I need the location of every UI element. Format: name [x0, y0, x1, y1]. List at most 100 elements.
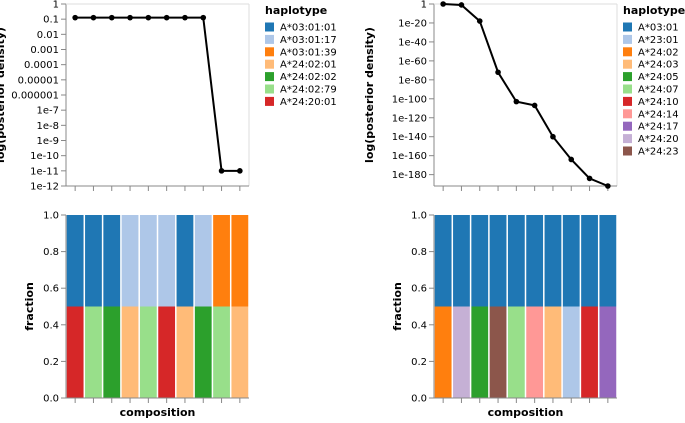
- bar-segment: [66, 306, 84, 398]
- y-tick-label: 1e-40: [398, 37, 427, 48]
- legend-swatch: [265, 96, 274, 106]
- posterior-point: [513, 98, 520, 105]
- bar-segment: [507, 215, 525, 307]
- y-tick-label: 1e-12: [30, 182, 59, 193]
- y-tick-label: 1.0: [43, 211, 59, 222]
- y-tick-label: 1e-140: [392, 132, 427, 143]
- legend-label: A*24:07: [638, 85, 679, 96]
- bar-segment: [231, 306, 249, 398]
- legend-swatch: [265, 22, 274, 32]
- y-tick-label: 1e-20: [398, 18, 427, 29]
- legend-swatch: [623, 109, 632, 119]
- legend-swatch: [623, 121, 632, 131]
- legend-label: A*23:01: [638, 35, 679, 46]
- posterior-point: [458, 2, 465, 8]
- y-tick-label: 1e-11: [30, 166, 59, 177]
- y-axis-title: fraction: [391, 282, 404, 331]
- y-tick-label: 0.1: [43, 15, 59, 26]
- bar-segment: [121, 215, 139, 307]
- legend-swatch: [623, 34, 632, 44]
- bar-segment: [85, 215, 102, 307]
- bar-segment: [139, 306, 157, 398]
- y-tick-label: 1e-160: [392, 151, 427, 162]
- bar-segment: [599, 215, 617, 307]
- legend-label: A*24:02: [638, 47, 679, 58]
- legend-swatch: [265, 47, 274, 57]
- y-tick-label: 0.0001: [24, 60, 59, 71]
- bar-segment: [526, 306, 544, 398]
- y-tick-label: 1e-100: [392, 94, 427, 105]
- bar-segment: [158, 306, 176, 398]
- y-tick-label: 0.8: [43, 247, 59, 258]
- bar-segment: [158, 215, 176, 307]
- legend-swatch: [623, 96, 632, 106]
- bar-segment: [562, 306, 580, 398]
- posterior-point: [568, 156, 575, 163]
- legend-label: A*24:02:79: [280, 85, 337, 96]
- x-axis-title: composition: [120, 406, 196, 418]
- legend-swatch: [623, 146, 632, 156]
- posterior-point: [145, 14, 152, 21]
- posterior-point: [531, 102, 538, 109]
- bar-segment: [85, 306, 102, 398]
- y-tick-label: 1: [53, 0, 59, 11]
- y-tick-label: 0.4: [411, 320, 427, 331]
- legend-swatch: [265, 72, 274, 82]
- x-axis-title: composition: [488, 406, 564, 418]
- posterior-point: [182, 14, 188, 21]
- y-tick-label: 0.6: [43, 284, 59, 295]
- posterior-point: [476, 18, 483, 24]
- bar-segment: [581, 215, 598, 307]
- legend-swatch: [265, 84, 274, 94]
- y-tick-label: 1.0: [411, 211, 427, 222]
- legend-label: A*24:17: [638, 122, 679, 133]
- y-tick-label: 1e-180: [392, 170, 427, 181]
- legend-label: A*24:02:02: [280, 72, 337, 83]
- legend-label: A*24:20:01: [280, 97, 337, 108]
- bar-segment: [194, 215, 212, 307]
- posterior-point: [72, 14, 78, 21]
- posterior-point: [108, 14, 115, 21]
- y-axis-title: fraction: [23, 282, 36, 331]
- y-tick-label: 1e-9: [37, 136, 60, 147]
- bar-segment: [139, 215, 157, 307]
- posterior-point: [200, 14, 207, 21]
- y-tick-label: 0.001: [30, 45, 59, 56]
- legend-swatch: [623, 22, 632, 32]
- legend-label: A*24:10: [638, 97, 679, 108]
- bar-segment: [489, 215, 507, 307]
- bar-segment: [544, 306, 562, 398]
- y-tick-label: 0.6: [411, 284, 427, 295]
- legend-swatch: [265, 59, 274, 69]
- bar-segment: [599, 306, 617, 398]
- legend-swatch: [623, 72, 632, 82]
- y-axis-title: log(posterior density): [363, 27, 376, 163]
- bar-segment: [434, 215, 452, 307]
- legend-swatch: [623, 59, 632, 69]
- legend-label: A*03:01:39: [280, 47, 337, 58]
- bar-segment: [66, 215, 84, 307]
- bar-segment: [471, 215, 489, 307]
- bar-segment: [581, 306, 598, 398]
- posterior-point: [440, 1, 446, 7]
- y-tick-label: 0.2: [411, 357, 427, 368]
- bar-segment: [176, 215, 194, 307]
- legend-swatch: [623, 134, 632, 144]
- posterior-point: [90, 14, 97, 21]
- y-tick-label: 1e-10: [30, 151, 59, 162]
- y-tick-label: 1e-80: [398, 75, 427, 86]
- y-tick-label: 0.8: [411, 247, 427, 258]
- legend-title: haplotype: [265, 4, 327, 17]
- bar-segment: [489, 306, 507, 398]
- posterior-point: [218, 168, 225, 174]
- bar-segment: [453, 215, 470, 307]
- legend-label: A*24:20: [638, 134, 679, 145]
- y-tick-label: 1e-60: [398, 56, 427, 67]
- bar-segment: [103, 215, 121, 307]
- posterior-point: [495, 69, 501, 76]
- y-axis-title: log(posterior density): [0, 27, 7, 163]
- y-tick-label: 1: [421, 0, 427, 11]
- legend-swatch: [623, 84, 632, 94]
